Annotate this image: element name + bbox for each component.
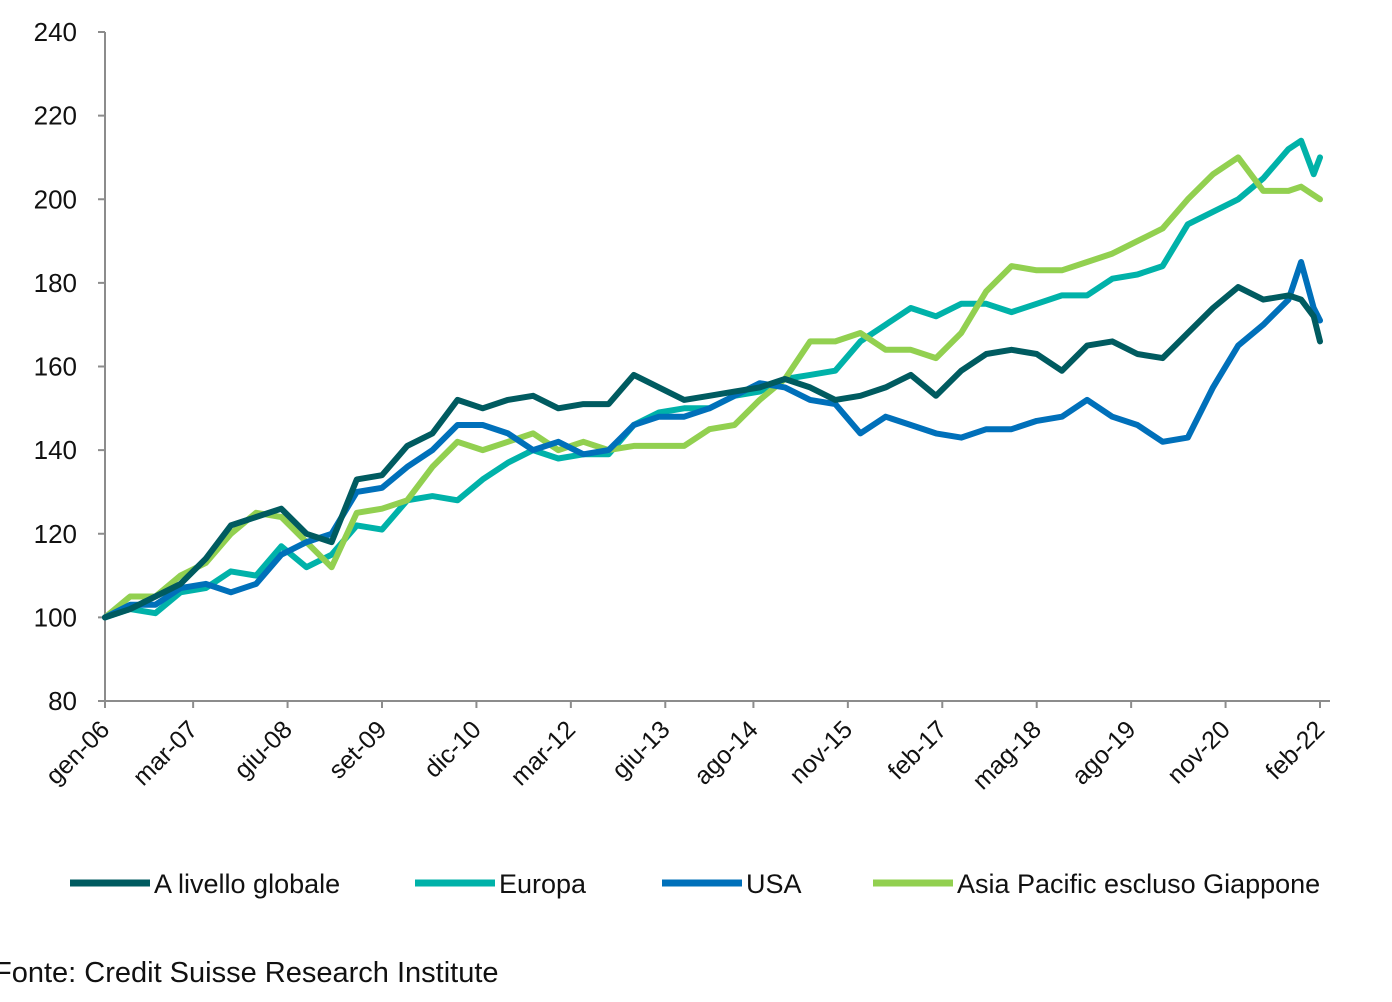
x-tick-label: set-09 bbox=[323, 715, 392, 784]
x-tick-label: nov-20 bbox=[1162, 715, 1236, 789]
legend-label: Asia Pacific escluso Giappone bbox=[957, 869, 1320, 899]
y-tick-label: 120 bbox=[34, 519, 77, 549]
x-tick-label: nov-15 bbox=[784, 715, 858, 789]
series-line-0 bbox=[102, 284, 1323, 621]
x-tick-label: giu-13 bbox=[607, 715, 676, 784]
x-tick-label: ago-14 bbox=[689, 715, 764, 790]
series-line-3 bbox=[102, 154, 1323, 621]
y-tick-label: 140 bbox=[34, 435, 77, 465]
series-lines bbox=[102, 137, 1323, 621]
x-tick-label: mag-18 bbox=[967, 715, 1047, 795]
x-tick-label: feb-22 bbox=[1260, 715, 1330, 785]
legend-item: Asia Pacific escluso Giappone bbox=[873, 869, 1320, 899]
series-line-2 bbox=[102, 259, 1323, 621]
legend-item: USA bbox=[662, 869, 802, 899]
x-tick-label: mar-07 bbox=[128, 715, 204, 791]
x-tick-label: giu-08 bbox=[229, 715, 298, 784]
y-tick-label: 100 bbox=[34, 602, 77, 632]
x-tick-label: gen-06 bbox=[40, 715, 115, 790]
y-tick-label: 160 bbox=[34, 352, 77, 382]
legend-label: Europa bbox=[499, 869, 587, 899]
x-tick-label: mar-12 bbox=[505, 715, 581, 791]
y-tick-label: 200 bbox=[34, 184, 77, 214]
legend-label: USA bbox=[746, 869, 802, 899]
y-axis: 80 100 120 140 160 180 200 220 240 bbox=[34, 17, 106, 716]
x-tick-label: ago-19 bbox=[1067, 715, 1142, 790]
x-tick-label: dic-10 bbox=[419, 715, 487, 783]
y-tick-label: 220 bbox=[34, 101, 77, 131]
y-tick-label: 80 bbox=[48, 686, 77, 716]
y-tick-label: 180 bbox=[34, 268, 77, 298]
legend-item: Europa bbox=[415, 869, 587, 899]
legend: A livello globale Europa USA Asia Pacific e… bbox=[70, 869, 1320, 899]
y-tick-label: 240 bbox=[34, 17, 77, 47]
source-note: Fonte: Credit Suisse Research Institute bbox=[0, 957, 499, 989]
legend-item: A livello globale bbox=[70, 869, 340, 899]
x-tick-label: feb-17 bbox=[883, 715, 953, 785]
series-line-1 bbox=[102, 137, 1323, 621]
x-axis: gen-06 mar-07 giu-08 set-09 dic-10 mar-12 giu-… bbox=[40, 700, 1330, 795]
legend-label: A livello globale bbox=[154, 869, 340, 899]
